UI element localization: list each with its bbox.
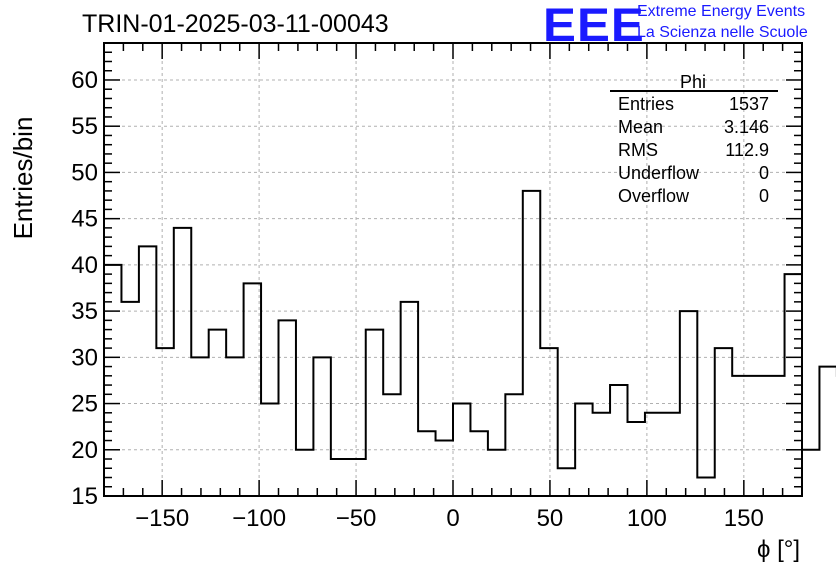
stats-label: Mean [618,117,663,137]
eee-logo: EEE [543,0,645,51]
x-tick-label: 100 [627,505,667,532]
stats-value: 1537 [729,94,769,114]
histogram-line [104,189,836,479]
y-tick-label: 15 [71,483,98,510]
x-tick-label: 50 [537,505,564,532]
y-tick-label: 45 [71,206,98,233]
x-tick-label: 0 [446,505,459,532]
chart-title: TRIN-01-2025-03-11-00043 [82,10,389,38]
stats-title: Phi [680,72,706,92]
y-tick-label: 25 [71,391,98,418]
stats-value: 3.146 [724,117,769,137]
y-axis-label: Entries/bin [8,117,38,240]
stats-value: 0 [759,186,769,206]
logo-text-line1: Extreme Energy Events [637,3,806,20]
x-tick-labels: −150 −100 −50 0 50 100 150 [135,505,764,532]
x-tick-label: 150 [724,505,764,532]
stats-value: 112.9 [725,140,769,160]
y-tick-label: 60 [71,67,98,94]
stats-rows: Entries 1537 Mean 3.146 RMS 112.9 Underflow 0 Ov… [618,94,769,206]
y-tick-labels: 15 20 25 30 35 40 45 50 55 60 [71,67,98,510]
stats-label: Underflow [618,163,700,183]
x-tick-label: −50 [336,505,377,532]
y-tick-label: 40 [71,252,98,279]
x-tick-label: −100 [232,505,286,532]
stats-value: 0 [759,163,769,183]
stats-box: Phi Entries 1537 Mean 3.146 RMS 112.9 Underflo… [610,72,778,206]
x-tick-label: −150 [135,505,189,532]
y-tick-label: 20 [71,437,98,464]
stats-label: RMS [618,140,658,160]
logo-text-line2: La Scienza nelle Scuole [637,24,808,41]
x-axis-label: ϕ [°] [757,536,800,563]
y-tick-label: 35 [71,298,98,325]
axis-ticks [103,42,803,497]
stats-label: Entries [618,94,674,114]
y-tick-label: 30 [71,344,98,371]
y-tick-label: 50 [71,159,98,186]
y-tick-label: 55 [71,113,98,140]
stats-label: Overflow [618,186,690,206]
